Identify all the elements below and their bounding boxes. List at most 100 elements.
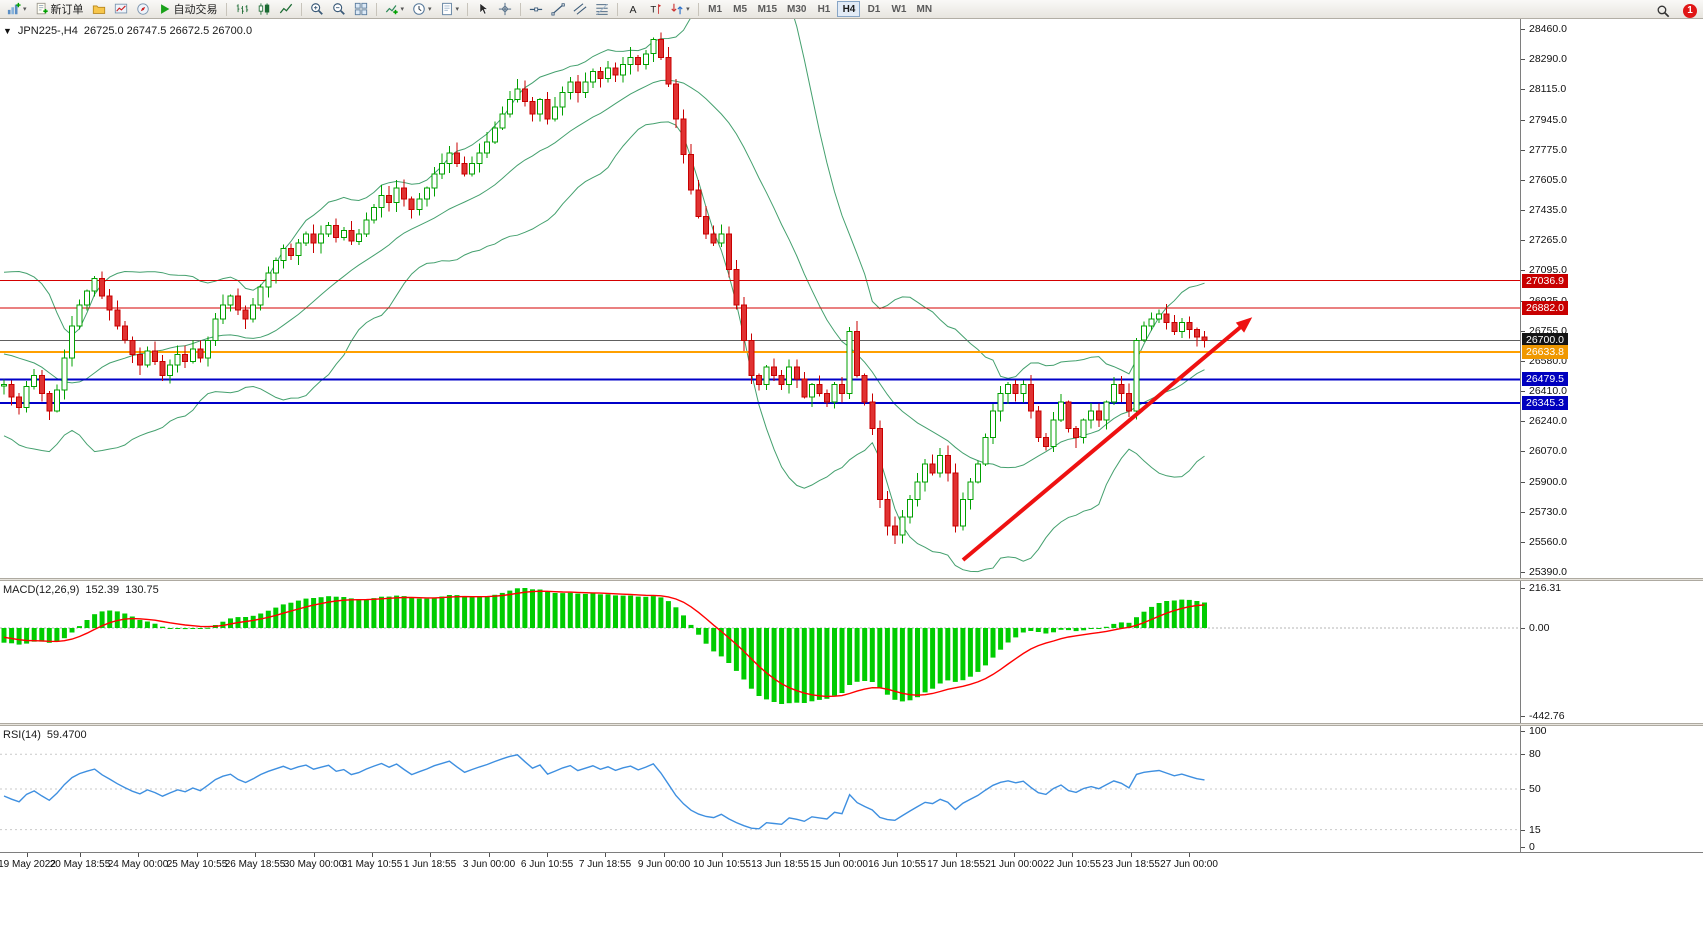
trend-arrow[interactable] [961, 323, 1245, 562]
arrows-icon [670, 2, 684, 16]
toolbar-trendline-button[interactable] [547, 1, 569, 18]
price-axis-label: 25900.0 [1529, 475, 1567, 488]
rsi-axis-tick [1521, 830, 1525, 831]
notification-badge[interactable]: 1 [1683, 3, 1697, 18]
toolbar-crosshair-button[interactable] [494, 1, 516, 18]
rsi-chart-canvas[interactable] [0, 726, 1520, 852]
panel-splitter[interactable] [0, 723, 1703, 726]
time-axis-label: 27 Jun 00:00 [1160, 859, 1218, 870]
toolbar-group [306, 1, 372, 18]
price-chart-canvas[interactable] [0, 19, 1520, 578]
time-axis-tick [1189, 853, 1190, 857]
timeframe-m30-button[interactable]: M30 [783, 1, 810, 17]
time-axis-tick [664, 853, 665, 857]
rsi-axis[interactable]: 100 80 50 15 0 [1520, 725, 1703, 853]
time-axis-label: 21 Jun 00:00 [985, 859, 1043, 870]
textT-icon: T [648, 2, 662, 16]
price-axis-label: 27265.0 [1529, 234, 1567, 247]
macd-axis[interactable]: 216.31 0.00 -442.76 [1520, 581, 1703, 723]
toolbar-separator [467, 2, 469, 16]
toolbar-horizontal-line-button[interactable] [525, 1, 547, 18]
time-axis-tick [839, 853, 840, 857]
timeframe-h4-button[interactable]: H4 [837, 1, 861, 17]
price-axis-tick [1521, 421, 1525, 423]
toolbar-new-order-button[interactable]: 新订单 [31, 1, 88, 18]
trend-arrow-head [1235, 317, 1253, 333]
toolbar-text-button[interactable]: A [622, 1, 644, 18]
rsi-axis-tick [1521, 754, 1525, 755]
timeframe-mn-button[interactable]: MN [912, 1, 936, 17]
macd-chart-canvas[interactable] [0, 581, 1520, 723]
chevron-down-icon: ▾ [23, 6, 27, 13]
timeframe-m15-button[interactable]: M15 [754, 1, 781, 17]
time-axis-tick [27, 853, 28, 857]
toolbar-equidistant-channel-button[interactable] [569, 1, 591, 18]
toolbar-new-chart-button[interactable]: ▾ [3, 1, 31, 18]
toolbar-cursor-button[interactable] [472, 1, 494, 18]
macd-value-main: 152.39 [85, 584, 120, 596]
price-axis-tick [1521, 572, 1525, 573]
timeframe-w1-button[interactable]: W1 [887, 1, 910, 17]
time-axis-label: 22 Jun 10:55 [1043, 859, 1101, 870]
timeframe-m1-button[interactable]: M1 [704, 1, 727, 17]
compass-icon [136, 2, 150, 16]
search-button[interactable] [1652, 2, 1674, 19]
macd-axis-tick [1521, 716, 1525, 717]
trendline-icon [551, 2, 565, 16]
toolbar-navigator-button[interactable] [132, 1, 154, 18]
toolbar-chart-candles-button[interactable] [253, 1, 275, 18]
macd-panel: MACD(12,26,9) 152.39 130.75 216.31 0.00 -4… [0, 581, 1703, 723]
time-axis-label: 26 May 18:55 [224, 859, 286, 870]
top-toolbar: ▾ 新订单 自动交易 ▾ ▾ ▾ A T ▾ M1 M5 M15 M30 H1 H4 D1 W1 MN 1 [0, 0, 1703, 19]
rsi-axis-tick [1521, 731, 1525, 732]
zoom-in-icon [310, 2, 324, 16]
toolbar-auto-trading-button[interactable]: 自动交易 [154, 1, 222, 18]
svg-text:A: A [630, 4, 637, 16]
rsi-axis-label: 100 [1529, 725, 1547, 737]
timeframe-h1-button[interactable]: H1 [812, 1, 835, 17]
time-axis-tick [138, 853, 139, 857]
toolbar-profiles-button[interactable] [88, 1, 110, 18]
toolbar-templates-button[interactable]: ▾ [436, 1, 464, 18]
timeframe-d1-button[interactable]: D1 [862, 1, 885, 17]
toolbar-chart-line-button[interactable] [275, 1, 297, 18]
main-chart-panel: ▼ JPN225-,H4 26725.0 26747.5 26672.5 267… [0, 19, 1703, 578]
chart-plus-icon [7, 2, 21, 16]
toolbar-periods-button[interactable]: ▾ [408, 1, 436, 18]
template-icon [440, 2, 454, 16]
toolbar-text-label-button[interactable]: T [644, 1, 666, 18]
chevron-down-icon: ▾ [428, 6, 432, 13]
toolbar-zoom-out-button[interactable] [328, 1, 350, 18]
price-axis-label: 28115.0 [1529, 83, 1567, 96]
toolbar-tile-windows-button[interactable] [350, 1, 372, 18]
toolbar-indicators-button[interactable]: ▾ [381, 1, 409, 18]
panel-splitter[interactable] [0, 578, 1703, 581]
time-axis-tick [547, 853, 548, 857]
bars-icon [235, 2, 249, 16]
toolbar-group: ▾ ▾ ▾ [381, 1, 464, 18]
macd-axis-label: -442.76 [1529, 710, 1565, 722]
auto-trading-label: 自动交易 [173, 4, 218, 16]
toolbar-chart-bars-button[interactable] [231, 1, 253, 18]
rsi-line [3, 754, 1205, 830]
chevron-down-icon: ▾ [686, 6, 690, 13]
timeframe-m5-button[interactable]: M5 [729, 1, 752, 17]
time-axis[interactable]: 19 May 2022 20 May 18:55 24 May 00:00 25 Ma… [0, 852, 1703, 872]
price-axis[interactable]: 28460.0 28290.0 28115.0 27945.0 27775.0 27605… [1520, 19, 1703, 578]
price-axis-tick [1521, 89, 1525, 91]
zoom-out-icon [332, 2, 346, 16]
toolbar-market-watch-button[interactable] [110, 1, 132, 18]
toolbar-arrows-button[interactable]: ▾ [666, 1, 694, 18]
macd-signal-line [3, 590, 1205, 698]
rsi-axis-label: 50 [1529, 783, 1541, 795]
price-axis-tick [1521, 541, 1525, 543]
toolbar-zoom-in-button[interactable] [306, 1, 328, 18]
price-axis-label: 26240.0 [1529, 415, 1567, 428]
time-axis-label: 23 Jun 18:55 [1102, 859, 1160, 870]
price-axis-label: 27945.0 [1529, 113, 1567, 126]
rsi-axis-label: 80 [1529, 748, 1541, 760]
one-click-trading-icon[interactable]: ▼ [3, 26, 12, 36]
toolbar-fibonacci-button[interactable] [591, 1, 613, 18]
rsi-value: 59.4700 [46, 729, 87, 741]
price-axis-label: 27095.0 [1529, 264, 1567, 277]
